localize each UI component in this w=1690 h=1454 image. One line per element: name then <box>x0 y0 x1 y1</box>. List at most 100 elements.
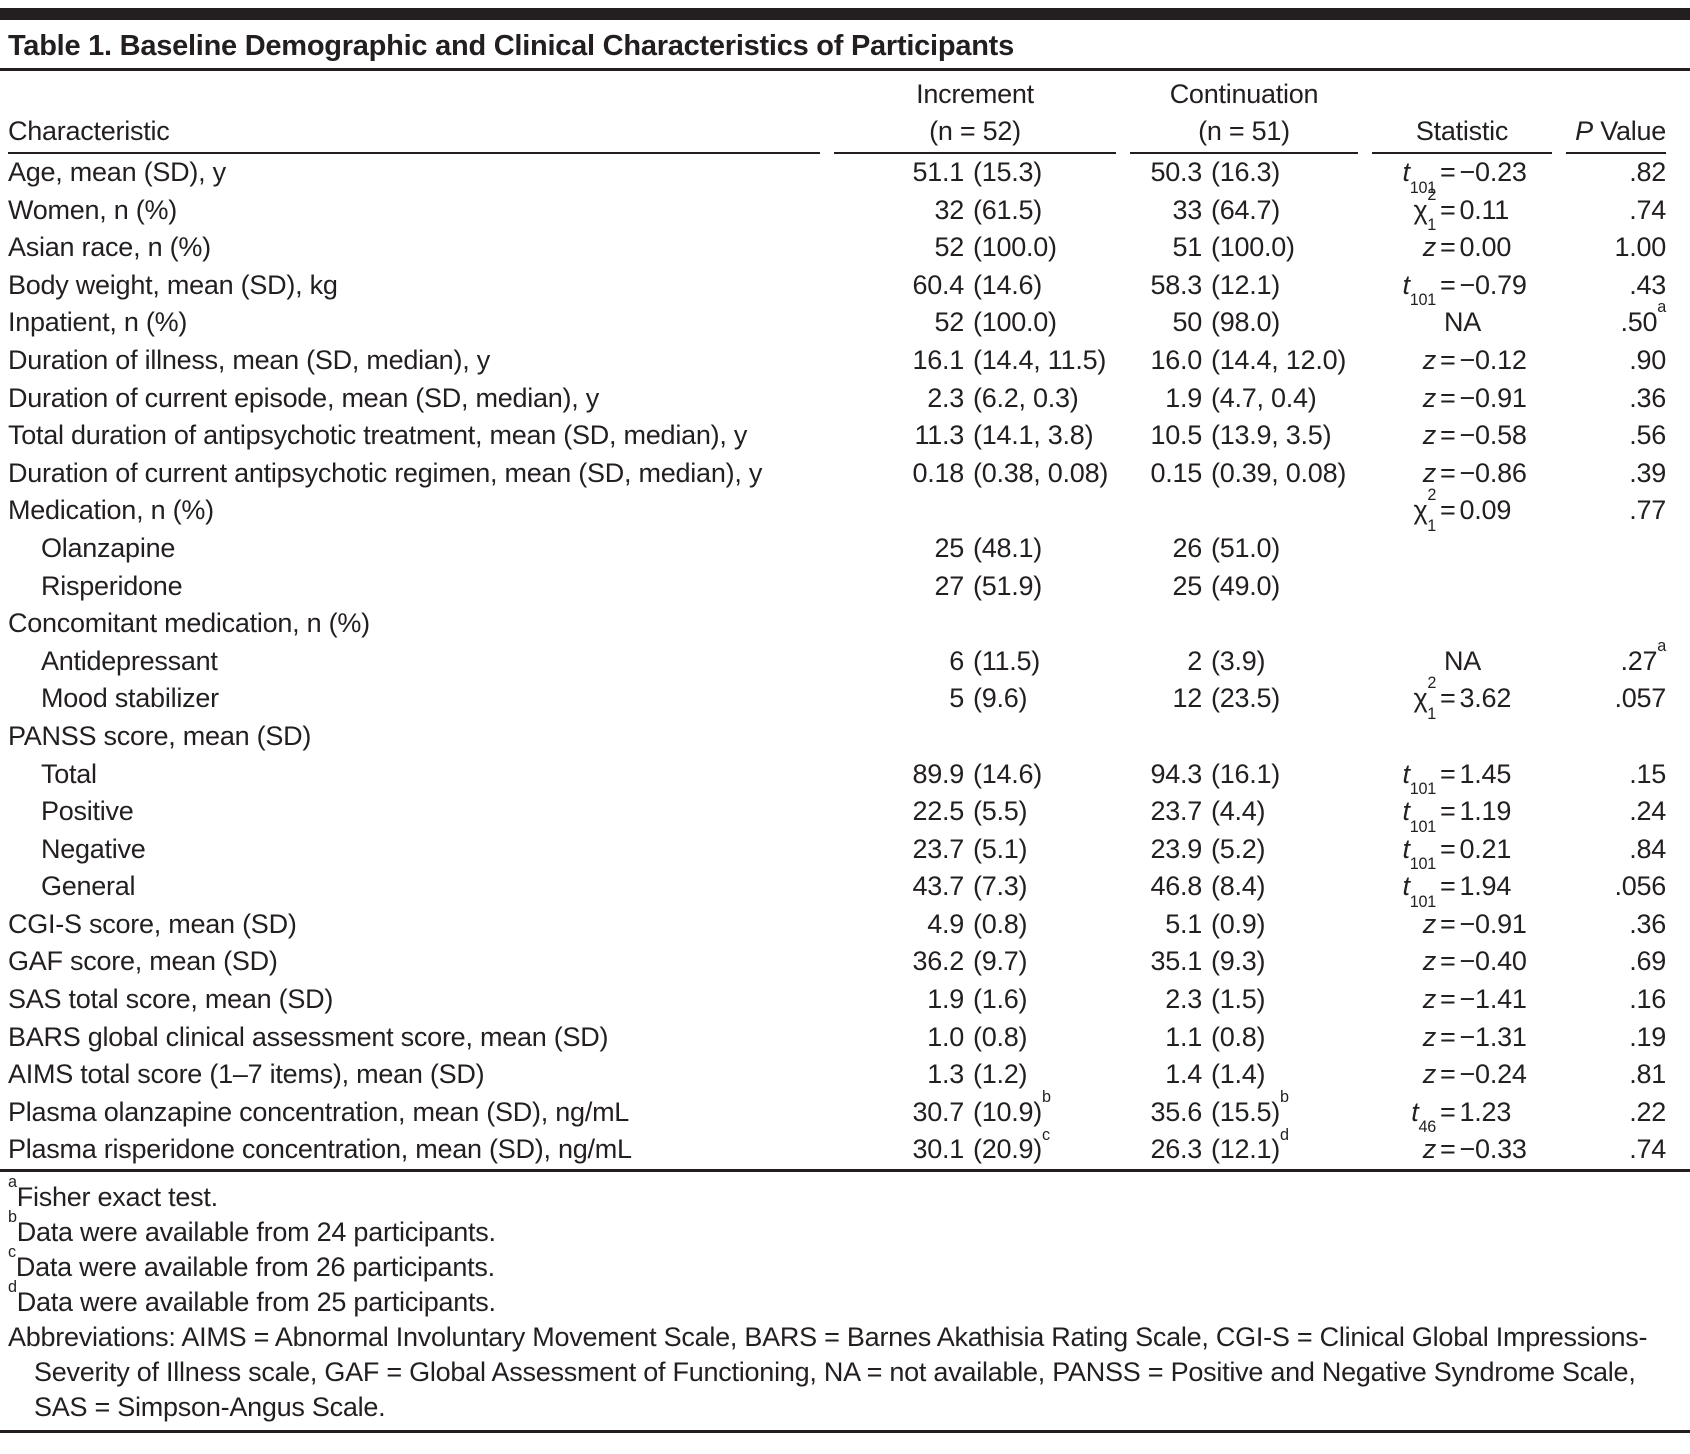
p-value-cell: .36 <box>1566 906 1666 944</box>
continuation-number: 10.5 <box>1150 420 1202 451</box>
increment-paren: (5.5) <box>973 796 1028 827</box>
chi-symbol: χ <box>1413 194 1428 225</box>
continuation-cell: 23.7 (4.4) <box>1130 793 1358 831</box>
table-row: Plasma olanzapine concentration, mean (S… <box>0 1089 1690 1136</box>
increment-paren: (0.8) <box>973 908 1028 939</box>
continuation-cell: 10.5 (13.9, 3.5) <box>1130 417 1358 455</box>
statistic-equals: = <box>1440 796 1456 827</box>
p-value-cell: .43 <box>1566 267 1666 305</box>
characteristic-cell: Duration of current antipsychotic regime… <box>8 457 763 488</box>
table-row: PANSS score, mean (SD) <box>0 718 1690 756</box>
statistic-exponent: 2 <box>1427 185 1437 204</box>
table-bottom-rule <box>0 1430 1690 1434</box>
statistic-value: 1.23 <box>1459 1096 1512 1127</box>
increment-cell: 1.9 (1.6) <box>834 981 1116 1019</box>
p-value: .15 <box>1629 758 1666 789</box>
increment-number <box>834 605 964 643</box>
statistic-symbol: z <box>1422 1134 1437 1165</box>
p-value-cell: .22 <box>1566 1094 1666 1132</box>
increment-cell: 6 (11.5) <box>834 643 1116 681</box>
p-value-footnote-marker: a <box>1657 298 1666 317</box>
increment-paren: (5.1) <box>973 833 1028 864</box>
statistic-symbol: t <box>1411 1096 1419 1127</box>
characteristic-cell: General <box>41 871 136 902</box>
continuation-cell: 16.0 (14.4, 12.0) <box>1130 342 1358 380</box>
continuation-number <box>1130 492 1202 530</box>
statistic-value: NA <box>1444 645 1482 676</box>
statistic-symbol: z <box>1422 1021 1437 1052</box>
characteristic-cell: Olanzapine <box>41 532 176 563</box>
increment-number: 30.7 <box>912 1096 964 1127</box>
increment-number: 1.3 <box>927 1059 964 1090</box>
characteristic-cell: Negative <box>41 833 146 864</box>
statistic-cell: χ2 1 = 0.11 <box>1372 187 1552 234</box>
continuation-number: 51 <box>1172 232 1202 263</box>
continuation-cell: 2 (3.9) <box>1130 643 1358 681</box>
continuation-cell: 12 (23.5) <box>1130 680 1358 718</box>
statistic-value: 1.94 <box>1459 871 1512 902</box>
statistic-exponent: 2 <box>1427 674 1437 693</box>
characteristic-cell: Concomitant medication, n (%) <box>8 608 370 639</box>
p-value: 1.00 <box>1614 232 1666 263</box>
continuation-number: 26.3 <box>1150 1134 1202 1165</box>
table-row: Negative 23.7 (5.1) 23.9 (5.2) t101 = 0.21 .… <box>0 831 1690 873</box>
statistic-cell <box>1372 718 1552 756</box>
statistic-value: −0.91 <box>1459 382 1527 413</box>
statistic-cell: t101 = 1.19 <box>1372 793 1552 835</box>
statistic-cell: z = −0.86 <box>1372 455 1552 493</box>
increment-paren: (14.1, 3.8) <box>973 420 1094 451</box>
continuation-cell <box>1130 492 1358 530</box>
increment-paren: (20.9) <box>973 1134 1043 1165</box>
statistic-value <box>1444 530 1552 568</box>
characteristic-cell: Plasma olanzapine concentration, mean (S… <box>8 1096 630 1127</box>
increment-number: 52 <box>934 232 964 263</box>
table-row: General 43.7 (7.3) 46.8 (8.4) t101 = 1.94 .0… <box>0 868 1690 910</box>
p-value-cell: .81 <box>1566 1056 1666 1094</box>
characteristic-cell: Total <box>41 758 97 789</box>
p-value-cell: .77 <box>1566 492 1666 530</box>
continuation-paren: (1.5) <box>1211 984 1266 1015</box>
p-value-cell: .27a <box>1566 638 1666 681</box>
header-characteristic: Characteristic <box>8 71 820 154</box>
increment-number: 1.0 <box>927 1021 964 1052</box>
increment-number: 16.1 <box>912 344 964 375</box>
statistic-cell: χ2 1 = 0.09 <box>1372 487 1552 534</box>
continuation-cell: 26.3 (12.1)d <box>1130 1126 1358 1169</box>
continuation-paren: (12.1) <box>1211 1134 1281 1165</box>
p-value-cell: .84 <box>1566 831 1666 869</box>
continuation-footnote-marker: b <box>1280 1087 1289 1106</box>
characteristic-cell: Risperidone <box>41 570 183 601</box>
increment-cell: 2.3 (6.2, 0.3) <box>834 380 1116 418</box>
footnote-text: Data were available from 25 participants… <box>16 1287 496 1318</box>
increment-footnote-marker: c <box>1042 1125 1050 1144</box>
continuation-paren: (9.3) <box>1211 946 1266 977</box>
p-value-cell: .39 <box>1566 455 1666 493</box>
statistic-symbol: t <box>1402 833 1410 864</box>
increment-number: 60.4 <box>912 269 964 300</box>
characteristic-cell: Duration of current episode, mean (SD, m… <box>8 382 600 413</box>
table-title: Table 1. Baseline Demographic and Clinic… <box>8 30 1014 62</box>
statistic-equals: = <box>1440 495 1456 526</box>
footnote-d: dData were available from 25 participant… <box>8 1279 1682 1320</box>
continuation-paren: (23.5) <box>1211 683 1281 714</box>
statistic-equals: = <box>1440 908 1456 939</box>
increment-number: 32 <box>934 194 964 225</box>
statistic-equals: = <box>1440 232 1456 263</box>
statistic-value: −0.79 <box>1459 269 1527 300</box>
continuation-paren: (14.4, 12.0) <box>1211 344 1347 375</box>
continuation-cell: 5.1 (0.9) <box>1130 906 1358 944</box>
p-value: .22 <box>1629 1096 1666 1127</box>
p-value: .39 <box>1629 457 1666 488</box>
statistic-cell: NA <box>1372 304 1552 342</box>
statistic-symbol: z <box>1422 420 1437 451</box>
statistic-symbol: t <box>1402 758 1410 789</box>
statistic-value: −0.24 <box>1459 1059 1527 1090</box>
statistic-equals: = <box>1440 420 1456 451</box>
continuation-cell: 1.4 (1.4) <box>1130 1056 1358 1094</box>
p-value: .74 <box>1629 194 1666 225</box>
footnotes: aFisher exact test. bData were available… <box>0 1172 1690 1425</box>
increment-cell: 1.3 (1.2) <box>834 1056 1116 1094</box>
header-statistic: Statistic <box>1372 71 1552 154</box>
increment-number: 52 <box>934 307 964 338</box>
continuation-cell <box>1130 718 1358 756</box>
